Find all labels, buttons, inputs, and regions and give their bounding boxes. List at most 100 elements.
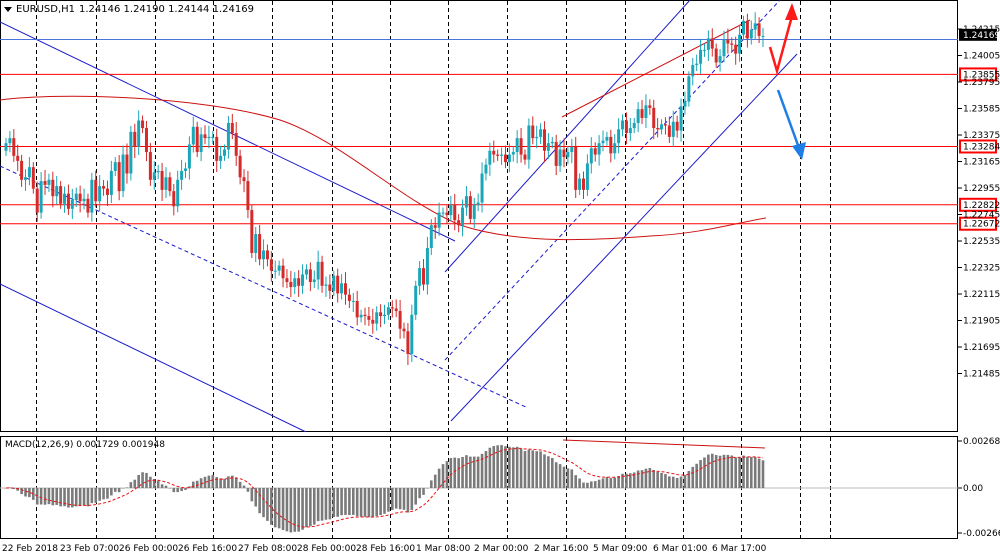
macd-bar [602, 478, 605, 488]
candle-body [258, 234, 261, 259]
macd-bar [691, 467, 694, 488]
macd-bar [465, 455, 468, 488]
macd-bar [44, 488, 47, 505]
macd-bar [59, 488, 62, 506]
candle-body [246, 181, 249, 210]
time-axis-label: 26 Feb 16:00 [178, 544, 237, 554]
price-axis-label: 1.22535 [963, 237, 1000, 247]
candle-body [344, 283, 347, 294]
macd-bar [87, 488, 90, 506]
candle-body [547, 143, 550, 151]
candle-body [86, 199, 89, 213]
current-price-label: 1.24169 [963, 31, 1000, 41]
time-axis-label: 26 Feb 00:00 [119, 544, 178, 554]
candle-body [629, 128, 632, 133]
macd-bar [524, 451, 527, 488]
macd-bar [282, 488, 285, 530]
macd-bar [403, 488, 406, 510]
red-trendline [562, 20, 750, 117]
candle-body [410, 315, 413, 354]
candle-body [192, 127, 195, 145]
macd-bar [613, 478, 616, 488]
macd-bar [531, 450, 534, 488]
candle-body [445, 213, 448, 216]
candle-body [94, 180, 97, 201]
candle-body [578, 179, 581, 190]
candle-body [496, 155, 499, 156]
candle-body [473, 205, 476, 219]
candle-body [754, 23, 757, 29]
candle-body [633, 123, 636, 128]
candle-body [8, 138, 11, 143]
macd-bar [102, 488, 105, 499]
candle-body [492, 151, 495, 155]
candle-body [24, 177, 27, 180]
macd-bar [762, 460, 765, 488]
candle-body [28, 167, 31, 177]
macd-label: MACD(12,26,9) 0.001729 0.001948 [5, 440, 165, 450]
macd-bar [133, 480, 136, 488]
macd-bar [247, 488, 250, 492]
candle-body [453, 205, 456, 220]
macd-bar [309, 488, 312, 526]
price-axis-label: 1.22955 [963, 184, 1000, 194]
macd-bar [426, 488, 429, 489]
macd-bar [461, 457, 464, 488]
candle-body [324, 285, 327, 286]
candle-body [434, 225, 437, 228]
candle-body [227, 123, 230, 150]
time-axis: 22 Feb 2018 23 Feb 07:00 26 Feb 00:00 26 Fe… [2, 544, 767, 554]
candle-body [625, 120, 628, 133]
macd-bar [169, 488, 172, 489]
candle-body [512, 152, 515, 155]
macd-bar [356, 488, 359, 516]
macd-bar [492, 446, 495, 488]
macd-bar [528, 450, 531, 488]
candle-body [598, 143, 601, 154]
candle-body [715, 49, 718, 63]
macd-bar [539, 451, 542, 488]
candle-body [726, 40, 729, 44]
candle-body [683, 102, 686, 107]
macd-bar [251, 488, 254, 501]
time-axis-label: 28 Feb 00:00 [297, 544, 356, 554]
macd-bar [243, 486, 246, 488]
candle-body [32, 167, 35, 188]
candle-body [555, 142, 558, 166]
candle-body [75, 194, 78, 200]
blue-arrow-head-icon [792, 142, 806, 160]
macd-bar [379, 488, 382, 515]
macd-bar [664, 474, 667, 488]
macd-bar [368, 488, 371, 517]
candle-body [699, 50, 702, 64]
candle-body [321, 262, 324, 286]
candle-body [301, 274, 304, 285]
macd-bar [637, 471, 640, 488]
candle-body [5, 143, 8, 151]
time-axis-label: 6 Mar 17:00 [712, 544, 767, 554]
candle-body [47, 180, 50, 185]
price-axis-label: 1.22325 [963, 264, 1000, 274]
macd-bar [383, 488, 386, 514]
macd-bar [305, 488, 308, 527]
macd-bar [520, 449, 523, 488]
dropdown-triangle-icon[interactable] [4, 7, 12, 12]
candle-body [215, 137, 218, 161]
macd-bar [610, 478, 613, 488]
time-axis-label: 28 Feb 16:00 [356, 544, 415, 554]
macd-bar [695, 464, 698, 488]
candle-body [270, 259, 273, 270]
macd-bar [227, 476, 230, 488]
level-label: 1.23284 [963, 142, 1000, 152]
candle-body [114, 162, 117, 171]
candle-body [652, 108, 655, 128]
macd-bar [301, 488, 304, 530]
macd-bar [567, 468, 570, 488]
macd-bar [141, 472, 144, 488]
macd-bar [652, 470, 655, 488]
macd-bar [446, 461, 449, 488]
macd-bar [672, 477, 675, 488]
macd-bar [290, 488, 293, 532]
candle-body [508, 155, 511, 163]
